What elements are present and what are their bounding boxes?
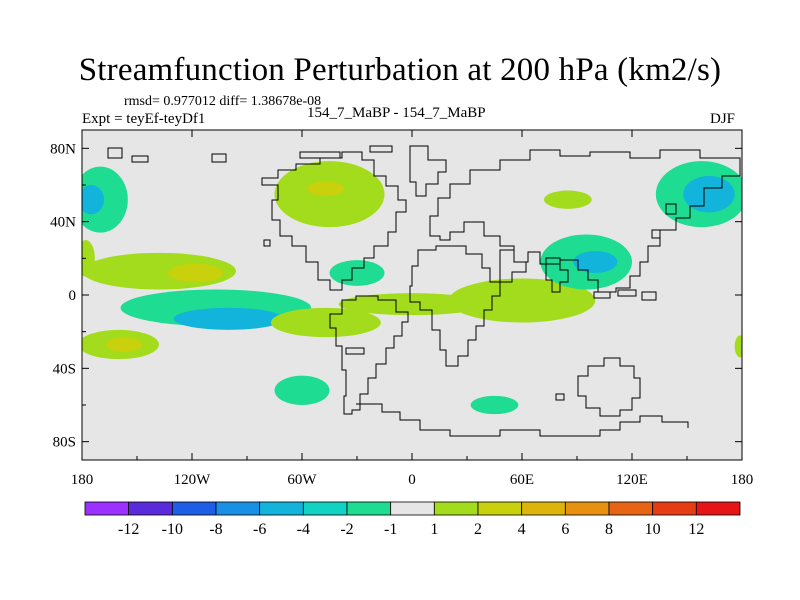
x-tick-label: 0 — [408, 472, 416, 488]
colorbar-swatch — [215, 501, 261, 516]
y-tick-label: 0 — [69, 288, 77, 304]
colorbar-swatch — [695, 501, 741, 516]
colorbar-label: -8 — [209, 521, 222, 538]
colorbar-label: 10 — [645, 521, 661, 538]
coastlines — [107, 145, 741, 437]
colorbar: -12 -10 -8 -6 -4 -2 -1 1 2 4 6 8 10 12 — [84, 501, 741, 538]
contour-fill-pac-east-edge-s — [734, 335, 742, 358]
season-label: DJF — [710, 111, 736, 127]
coastline-japan — [263, 203, 677, 401]
colorbar-swatch — [171, 501, 217, 516]
coastline-indonesia — [593, 289, 657, 301]
contour-fill-east-hemis-tropics-west — [338, 293, 486, 316]
chart-title: Streamfunction Perturbation at 200 hPa (… — [78, 52, 722, 88]
stats-line: rmsd= 0.977012 diff= 1.38678e-08 — [124, 94, 322, 109]
contour-fill-pac-north-tropics-core — [168, 263, 224, 283]
contour-fill-pac-east-south — [274, 375, 330, 406]
colorbar-label: -6 — [253, 521, 266, 538]
colorbar-label: -4 — [297, 521, 310, 538]
colorbar-label: -10 — [162, 521, 183, 538]
colorbar-swatch — [433, 501, 479, 516]
coastline-greenland — [409, 145, 447, 197]
colorbar-swatch — [521, 501, 566, 516]
colorbar-label: 8 — [605, 521, 613, 538]
x-tick-label: 120E — [616, 472, 648, 488]
colorbar-swatch — [84, 501, 130, 516]
colorbar-label: 1 — [430, 521, 438, 538]
colorbar-label: 2 — [474, 521, 482, 538]
contour-fill-atl-south — [470, 395, 519, 415]
colorbar-label: 6 — [561, 521, 569, 538]
contour-fill-atl-subtrop — [329, 260, 385, 286]
y-tick-label: 80S — [53, 435, 76, 451]
case-label: 154_7_MaBP - 154_7_MaBP — [307, 105, 486, 121]
coastline-australia — [577, 357, 641, 417]
colorbar-swatch — [652, 501, 697, 516]
x-tick-label: 60E — [510, 472, 534, 488]
colorbar-swatch — [477, 501, 523, 516]
y-tick-label: 80N — [50, 141, 76, 157]
coastline-arabia — [499, 249, 527, 283]
coastline-eurasia — [429, 149, 741, 293]
y-tick-label: 40N — [50, 215, 76, 231]
colorbar-label: 4 — [518, 521, 526, 538]
colorbar-swatch — [390, 501, 435, 516]
coastline-india — [545, 257, 569, 293]
y-axis: 80N 40N 0 40S 80S — [50, 141, 742, 451]
coastline-africa — [409, 245, 501, 367]
x-tick-label: 180 — [731, 472, 754, 488]
colorbar-label: -12 — [118, 521, 139, 538]
contour-fill-pac-west-edge-n — [82, 240, 95, 277]
colorbar-swatch — [564, 501, 610, 516]
coastline-antarctica — [356, 403, 689, 437]
contour-fill-pac-south-60-core — [173, 307, 284, 330]
x-tick-label: 60W — [287, 472, 317, 488]
colorbar-swatch — [128, 501, 173, 516]
colorbar-label: -1 — [384, 521, 397, 538]
colorbar-label: -2 — [340, 521, 353, 538]
colorbar-label: 12 — [688, 521, 704, 538]
x-tick-label: 180 — [71, 472, 94, 488]
contour-fill-ind-south — [270, 307, 381, 338]
y-tick-label: 40S — [53, 361, 76, 377]
contour-fill-wpac-north — [82, 166, 128, 233]
colorbar-swatch — [346, 501, 392, 516]
x-tick-label: 120W — [174, 472, 212, 488]
coastline-south-america — [329, 295, 409, 415]
plot-area — [81, 129, 743, 461]
contour-fill-npac-north-core — [683, 175, 735, 213]
colorbar-swatch — [608, 501, 654, 516]
coastline-arctic-islands — [107, 145, 393, 163]
contour-fill-wpac-north-core — [82, 185, 104, 215]
contour-fill-pac-south-30-core — [105, 337, 143, 352]
colorbar-swatch — [259, 501, 304, 516]
colorbar-swatch — [302, 501, 348, 516]
contour-fill-namer-north-core — [307, 181, 345, 197]
experiment-label: Expt = teyEf-teyDf1 — [82, 111, 206, 127]
contour-fill-asia-north-small — [544, 190, 592, 209]
contour-fill-asia-subtrop-core — [573, 251, 618, 273]
x-axis: 180 120W 60W 0 60E 120E 180 — [71, 130, 754, 488]
contour-fill-east-hemis-tropics — [448, 278, 596, 323]
contour-fills — [82, 161, 742, 415]
